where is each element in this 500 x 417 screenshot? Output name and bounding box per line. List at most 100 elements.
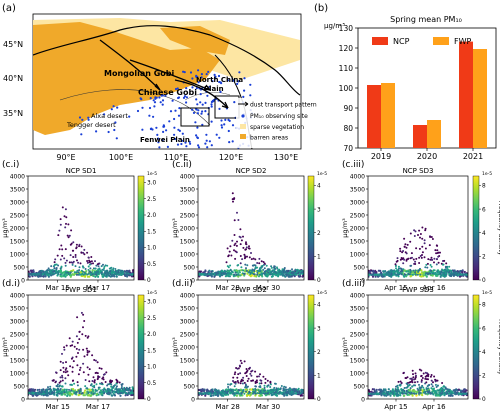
density-point: [260, 260, 263, 263]
density-point: [253, 275, 256, 278]
density-point: [61, 206, 64, 209]
density-point: [83, 271, 86, 274]
density-point: [394, 264, 397, 267]
density-point: [462, 392, 464, 395]
density-point: [94, 260, 96, 263]
density-point: [444, 392, 447, 395]
density-point: [217, 272, 220, 275]
density-point: [402, 372, 405, 375]
subpanel-frame: [197, 175, 305, 281]
density-point: [91, 388, 94, 391]
density-point: [234, 382, 237, 385]
pm10-site-dot: [171, 99, 174, 102]
density-point: [252, 388, 255, 391]
pm10-site-dot: [243, 77, 246, 80]
density-point: [68, 234, 71, 237]
density-point: [409, 271, 412, 274]
density-point: [446, 266, 449, 269]
subpanel-frame: [197, 294, 305, 400]
density-point: [112, 392, 115, 395]
pm10-site-dot: [196, 112, 199, 115]
pm10-site-dot: [162, 124, 165, 127]
colorbar-exponent: 1e-5: [147, 171, 157, 177]
density-point: [79, 366, 82, 369]
density-point: [418, 386, 421, 389]
density-point: [47, 392, 50, 395]
density-point: [123, 389, 126, 392]
density-point: [94, 267, 97, 270]
density-point: [201, 388, 204, 391]
density-point: [242, 235, 244, 238]
density-point: [435, 263, 438, 266]
subpanel-c-i: (c.i) NCP SD1 0 500 1000 1500 2000 2500 3000 3500…: [1, 160, 157, 292]
colorbar-tick-label: 3.0: [147, 300, 157, 306]
density-point: [80, 269, 83, 272]
density-point: [117, 391, 120, 394]
pm10-site-dot: [208, 140, 211, 143]
pm10-site-dot: [243, 89, 246, 92]
density-point: [256, 392, 259, 395]
density-point: [281, 271, 284, 274]
density-point: [448, 265, 451, 268]
pm10-site-dot: [204, 142, 207, 145]
density-point: [266, 275, 269, 278]
colorbar-tick-label: 2.0: [147, 213, 157, 219]
density-point: [259, 268, 262, 271]
density-point: [28, 270, 30, 273]
density-point: [48, 388, 51, 391]
density-point: [227, 393, 230, 396]
pm10-site-dot: [103, 113, 106, 116]
density-point: [244, 388, 247, 391]
density-point: [84, 334, 87, 337]
density-point: [209, 394, 212, 397]
density-point: [83, 320, 86, 322]
pm10-site-dot: [165, 129, 168, 132]
density-point: [55, 267, 58, 269]
density-point: [260, 273, 263, 276]
density-point: [106, 264, 109, 267]
pm10-site-dot: [242, 95, 245, 98]
density-point: [65, 216, 68, 219]
pm10-site-dot: [112, 105, 115, 108]
density-point: [115, 275, 118, 278]
density-point: [82, 348, 85, 351]
density-point: [275, 387, 278, 390]
border-line: [33, 25, 301, 96]
y-tick-label: 0: [191, 277, 195, 284]
density-point: [216, 394, 220, 397]
density-point: [441, 268, 443, 271]
density-point: [418, 392, 420, 395]
density-point: [72, 241, 75, 244]
density-point: [78, 389, 80, 392]
density-point: [282, 389, 285, 392]
density-point: [368, 275, 370, 278]
density-point: [69, 254, 72, 257]
colorbar-tick-label: 2.5: [147, 197, 157, 203]
density-point: [64, 226, 67, 229]
y-tick-label: 4000: [10, 292, 25, 299]
pm10-site-dot: [204, 101, 207, 104]
density-point: [396, 391, 399, 393]
y-tick-label: 0: [361, 396, 365, 403]
density-point: [437, 261, 440, 264]
density-point: [80, 251, 83, 254]
density-point: [463, 270, 466, 274]
colorbar-tick-label: 3: [317, 207, 321, 213]
density-points: [368, 368, 468, 397]
colorbar: [307, 294, 315, 400]
density-point: [444, 265, 447, 268]
density-point: [76, 384, 79, 387]
density-point: [257, 269, 260, 272]
colorbar-exponent: 1e-5: [317, 290, 327, 296]
density-point: [201, 392, 204, 395]
density-point: [278, 273, 281, 276]
density-point: [233, 219, 236, 222]
density-point: [414, 269, 417, 272]
density-point: [248, 256, 251, 259]
density-point: [424, 377, 427, 380]
density-point: [393, 394, 396, 397]
density-point: [263, 386, 266, 389]
density-point: [398, 390, 401, 393]
density-point: [96, 378, 99, 381]
pm10-site-dot: [177, 114, 181, 117]
